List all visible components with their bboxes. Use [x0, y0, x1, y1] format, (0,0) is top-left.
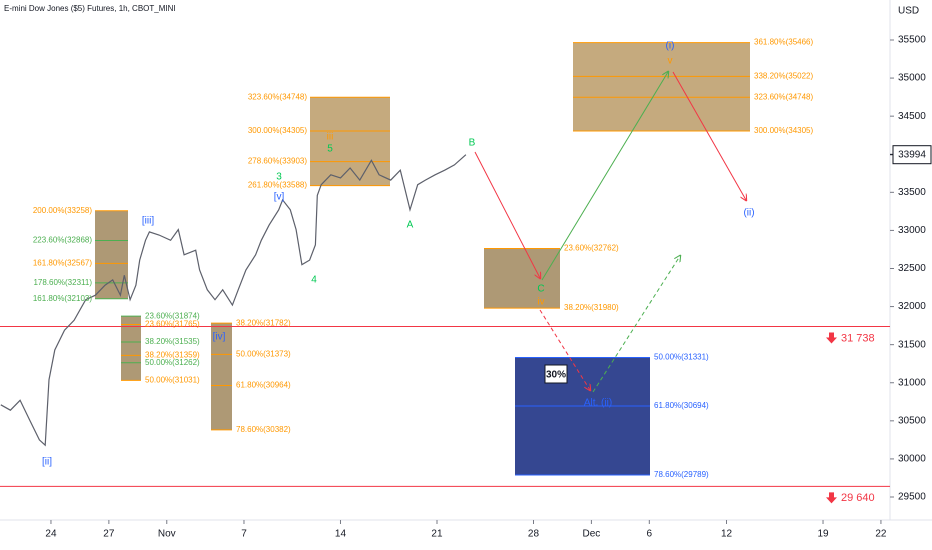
fib-label: 178.60%(32311)	[33, 278, 92, 287]
fib-label: 50.00%(31031)	[145, 375, 200, 384]
fib-label: 23.60%(31765)	[145, 320, 200, 329]
price-line	[0, 154, 467, 447]
wave-label: 3	[276, 172, 282, 183]
wave-label: (ii)	[743, 208, 754, 219]
fib-zone	[573, 42, 750, 132]
last-price-label: 33994	[898, 149, 926, 160]
wave-label: iv	[537, 297, 544, 308]
arrow	[474, 151, 540, 278]
fib-label: 323.60%(34748)	[754, 92, 813, 101]
wave-label: (i)	[666, 41, 675, 52]
x-tick-label: 14	[335, 529, 347, 540]
fib-label: 200.00%(33258)	[33, 206, 92, 215]
y-tick-label: 30500	[898, 415, 926, 426]
y-tick-label: 33000	[898, 225, 926, 236]
fib-label: 161.80%(32103)	[33, 294, 92, 303]
labels: 200.00%(33258) 223.60%(32868) 161.80%(3256…	[33, 38, 814, 479]
fib-label: 23.60%(32762)	[564, 244, 619, 253]
wave-label: B	[469, 138, 476, 149]
fib-label: 50.00%(31331)	[654, 353, 709, 362]
fib-label: 61.80%(30694)	[654, 401, 709, 410]
fib-zone	[95, 210, 128, 299]
wave-label: A	[407, 220, 414, 231]
y-tick-label: 33500	[898, 187, 926, 198]
fib-label: 38.20%(31782)	[236, 318, 291, 327]
x-tick-label: 28	[528, 529, 540, 540]
y-tick-label: 32500	[898, 263, 926, 274]
support-label: 29 640	[841, 492, 875, 504]
fib-zone	[211, 323, 232, 430]
wave-label: 5	[327, 144, 333, 155]
arrow	[539, 309, 590, 390]
down-arrow-icon	[826, 492, 837, 504]
fib-label: 278.60%(33903)	[248, 157, 307, 166]
wave-label: [ii]	[42, 457, 52, 468]
fib-zone	[484, 248, 560, 309]
wave-label: [v]	[274, 192, 285, 203]
projection-arrows	[474, 71, 746, 393]
x-tick-label: 12	[721, 529, 733, 540]
fib-label: 78.60%(29789)	[654, 470, 709, 479]
wave-label: [iv]	[213, 332, 226, 343]
x-tick-label: 27	[103, 529, 115, 540]
fib-zone	[121, 316, 141, 381]
fib-label: 61.80%(30964)	[236, 381, 291, 390]
fib-label: 300.00%(34305)	[754, 126, 813, 135]
fib-label: 323.60%(34748)	[248, 92, 307, 101]
badge: 30%	[546, 370, 566, 381]
fib-label: 23.60%(31874)	[145, 311, 200, 320]
wave-label: 4	[311, 275, 317, 286]
fib-label: 78.60%(30382)	[236, 425, 291, 434]
wave-label: C	[537, 284, 544, 295]
fib-label: 50.00%(31373)	[236, 349, 291, 358]
fib-label: 50.00%(31262)	[145, 358, 200, 367]
y-unit: USD	[898, 6, 919, 17]
x-tick-label: 21	[431, 529, 443, 540]
y-tick-label: 29500	[898, 492, 926, 503]
wave-label: Alt. (ii)	[584, 398, 612, 409]
arrow	[592, 256, 680, 393]
x-tick-label: Nov	[158, 529, 176, 540]
y-tick-label: 30000	[898, 454, 926, 465]
chart-title: E-mini Dow Jones ($5) Futures, 1h, CBOT_…	[4, 4, 176, 13]
wave-label: [iii]	[142, 216, 154, 227]
x-tick-label: 7	[241, 529, 247, 540]
y-tick-label: 35000	[898, 73, 926, 84]
fib-label: 338.20%(35022)	[754, 72, 813, 81]
last-price-box	[892, 145, 932, 165]
x-tick-label: 6	[647, 529, 653, 540]
y-tick-label: 34500	[898, 111, 926, 122]
support-label: 31 738	[841, 332, 875, 344]
zones	[95, 42, 750, 476]
arrow	[672, 71, 746, 200]
y-tick-label: 32000	[898, 301, 926, 312]
fib-label: 223.60%(32868)	[33, 236, 92, 245]
x-tick-label: 19	[817, 529, 829, 540]
fib-label: 361.80%(35466)	[754, 38, 813, 47]
fib-label: 261.80%(33588)	[248, 181, 307, 190]
wave-label: v	[668, 56, 673, 67]
arrow	[541, 72, 668, 281]
fib-label: 38.20%(31980)	[564, 303, 619, 312]
y-tick-label: 31000	[898, 377, 926, 388]
y-tick-label: 35500	[898, 35, 926, 46]
x-tick-label: 24	[45, 529, 57, 540]
fib-label: 38.20%(31359)	[145, 351, 200, 360]
x-tick-label: 22	[875, 529, 887, 540]
fib-label: 300.00%(34305)	[248, 126, 307, 135]
x-tick-label: Dec	[583, 529, 601, 540]
badge-box	[544, 364, 568, 384]
down-arrow-icon	[826, 332, 837, 344]
wave-label: iii	[327, 132, 334, 143]
fib-label: 161.80%(32567)	[33, 258, 92, 267]
fib-label: 38.20%(31535)	[145, 337, 200, 346]
fib-zone	[515, 357, 650, 475]
y-tick-label: 31500	[898, 339, 926, 350]
